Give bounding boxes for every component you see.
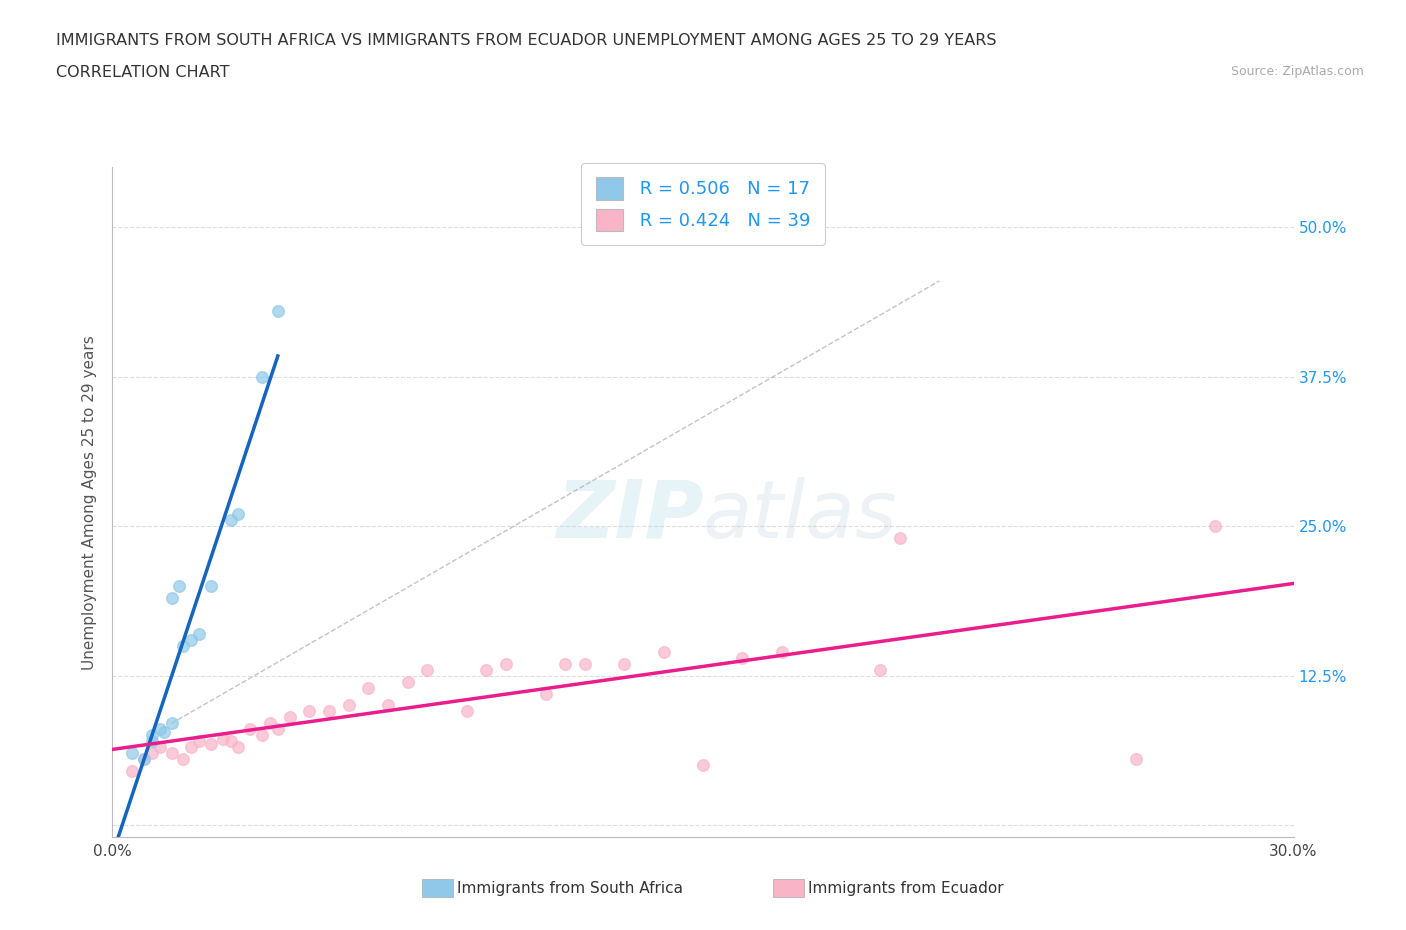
Point bbox=[475, 662, 498, 677]
Point bbox=[456, 704, 478, 719]
Point bbox=[152, 724, 174, 739]
Point bbox=[180, 740, 202, 755]
Point bbox=[318, 704, 340, 719]
Point bbox=[132, 751, 155, 766]
Point bbox=[278, 710, 301, 724]
Point bbox=[298, 704, 321, 719]
Point bbox=[731, 650, 754, 665]
Point bbox=[180, 632, 202, 647]
Point bbox=[1125, 751, 1147, 766]
Point bbox=[396, 674, 419, 689]
Point bbox=[172, 751, 194, 766]
Text: CORRELATION CHART: CORRELATION CHART bbox=[56, 65, 229, 80]
Point bbox=[259, 716, 281, 731]
Point bbox=[200, 737, 222, 751]
Point bbox=[1204, 519, 1226, 534]
Point bbox=[770, 644, 793, 659]
Point bbox=[219, 734, 242, 749]
Point bbox=[160, 716, 183, 731]
Point bbox=[141, 734, 163, 749]
Y-axis label: Unemployment Among Ages 25 to 29 years: Unemployment Among Ages 25 to 29 years bbox=[82, 335, 97, 670]
Point bbox=[141, 728, 163, 743]
Point bbox=[200, 578, 222, 593]
Point bbox=[250, 728, 273, 743]
Point bbox=[228, 507, 250, 522]
Point bbox=[495, 657, 517, 671]
Point bbox=[239, 722, 262, 737]
Point bbox=[267, 303, 290, 318]
Point bbox=[416, 662, 439, 677]
Point bbox=[121, 764, 143, 778]
Point bbox=[141, 746, 163, 761]
Point bbox=[613, 657, 636, 671]
Point bbox=[267, 722, 290, 737]
Point bbox=[357, 680, 380, 695]
Point bbox=[149, 722, 172, 737]
Point bbox=[160, 591, 183, 605]
Point bbox=[337, 698, 360, 713]
Point bbox=[377, 698, 399, 713]
Point bbox=[188, 626, 211, 641]
Point bbox=[554, 657, 576, 671]
Legend:  R = 0.506   N = 17,  R = 0.424   N = 39: R = 0.506 N = 17, R = 0.424 N = 39 bbox=[581, 163, 825, 245]
Point bbox=[869, 662, 891, 677]
Text: Immigrants from Ecuador: Immigrants from Ecuador bbox=[808, 881, 1004, 896]
Point bbox=[169, 578, 191, 593]
Point bbox=[574, 657, 596, 671]
Text: IMMIGRANTS FROM SOUTH AFRICA VS IMMIGRANTS FROM ECUADOR UNEMPLOYMENT AMONG AGES : IMMIGRANTS FROM SOUTH AFRICA VS IMMIGRAN… bbox=[56, 33, 997, 47]
Text: atlas: atlas bbox=[703, 476, 898, 554]
Point bbox=[219, 512, 242, 527]
Text: Source: ZipAtlas.com: Source: ZipAtlas.com bbox=[1230, 65, 1364, 78]
Point bbox=[188, 734, 211, 749]
Text: Immigrants from South Africa: Immigrants from South Africa bbox=[457, 881, 683, 896]
Point bbox=[149, 740, 172, 755]
Text: ZIP: ZIP bbox=[555, 476, 703, 554]
Point bbox=[692, 758, 714, 773]
Point bbox=[534, 686, 557, 701]
Point bbox=[172, 638, 194, 653]
Point bbox=[652, 644, 675, 659]
Point bbox=[160, 746, 183, 761]
Point bbox=[889, 531, 911, 546]
Point bbox=[121, 746, 143, 761]
Point bbox=[211, 732, 233, 747]
Point bbox=[228, 740, 250, 755]
Point bbox=[250, 369, 273, 384]
Point bbox=[132, 751, 155, 766]
